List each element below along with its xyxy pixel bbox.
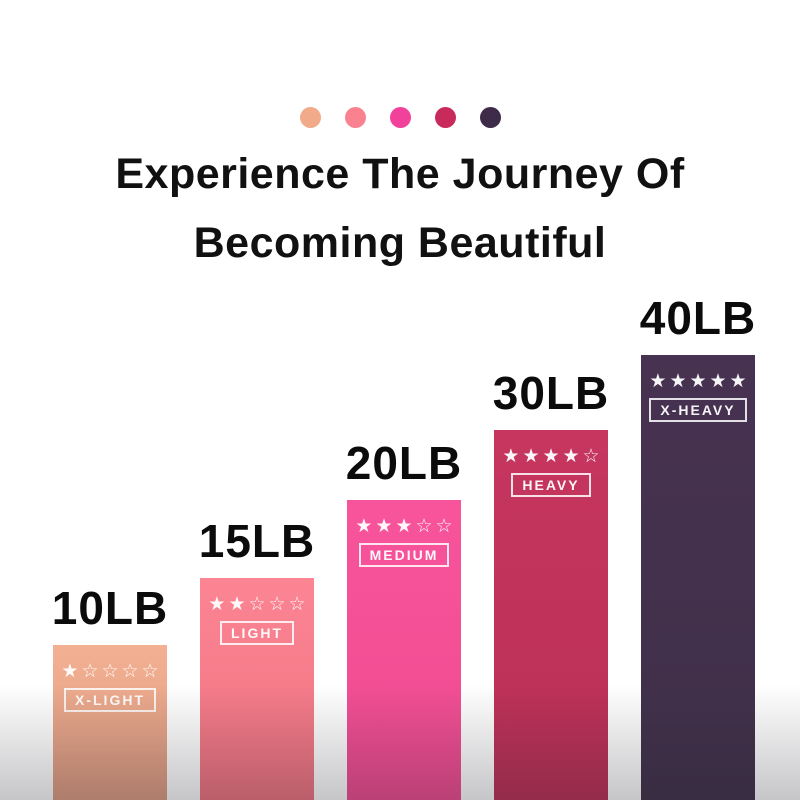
- palette-dot-medium-icon: [389, 107, 411, 128]
- palette-dot-light-icon: [344, 107, 366, 128]
- level-tag-light: LIGHT: [220, 621, 294, 645]
- bar-value-label-30lb: 30LB: [492, 367, 610, 419]
- level-tag-wrap: LIGHT: [200, 621, 314, 645]
- star-rating-icons: ★★★★☆: [502, 445, 603, 467]
- palette-dot-heavy-icon: [434, 107, 456, 128]
- level-tag-wrap: MEDIUM: [347, 543, 461, 567]
- page-title-line2: Becoming Beautiful: [193, 219, 607, 267]
- star-rating-icons: ★★★★★: [649, 370, 750, 392]
- bar-medium: ★★★☆☆ MEDIUM: [347, 500, 461, 800]
- bar-value-label-10lb: 10LB: [51, 582, 169, 634]
- level-tag-wrap: X-HEAVY: [641, 398, 755, 422]
- star-rating-icons: ★★☆☆☆: [208, 593, 309, 615]
- level-tag-heavy: HEAVY: [511, 473, 591, 497]
- bar-value-label-40lb: 40LB: [639, 292, 757, 344]
- level-tag-x-light: X-LIGHT: [64, 688, 156, 712]
- bar-heavy: ★★★★☆ HEAVY: [494, 430, 608, 800]
- level-tag-x-heavy: X-HEAVY: [649, 398, 747, 422]
- page-title: Experience The Journey Of Becoming Beaut…: [0, 140, 800, 278]
- bar-value-label-20lb: 20LB: [345, 437, 463, 489]
- level-tag-wrap: X-LIGHT: [53, 688, 167, 712]
- page-title-line1: Experience The Journey Of: [115, 150, 685, 198]
- bar-x-heavy: ★★★★★ X-HEAVY: [641, 355, 755, 800]
- palette-dot-x-heavy-icon: [479, 107, 501, 128]
- palette-dot-row: [0, 107, 800, 128]
- star-rating-icons: ★★★☆☆: [355, 515, 456, 537]
- bar-x-light: ★☆☆☆☆ X-LIGHT: [53, 645, 167, 800]
- bar-light: ★★☆☆☆ LIGHT: [200, 578, 314, 800]
- bar-value-label-15lb: 15LB: [198, 515, 316, 567]
- palette-dot-x-light-icon: [299, 107, 321, 128]
- star-rating-icons: ★☆☆☆☆: [61, 660, 162, 682]
- level-tag-wrap: HEAVY: [494, 473, 608, 497]
- level-tag-medium: MEDIUM: [358, 543, 450, 567]
